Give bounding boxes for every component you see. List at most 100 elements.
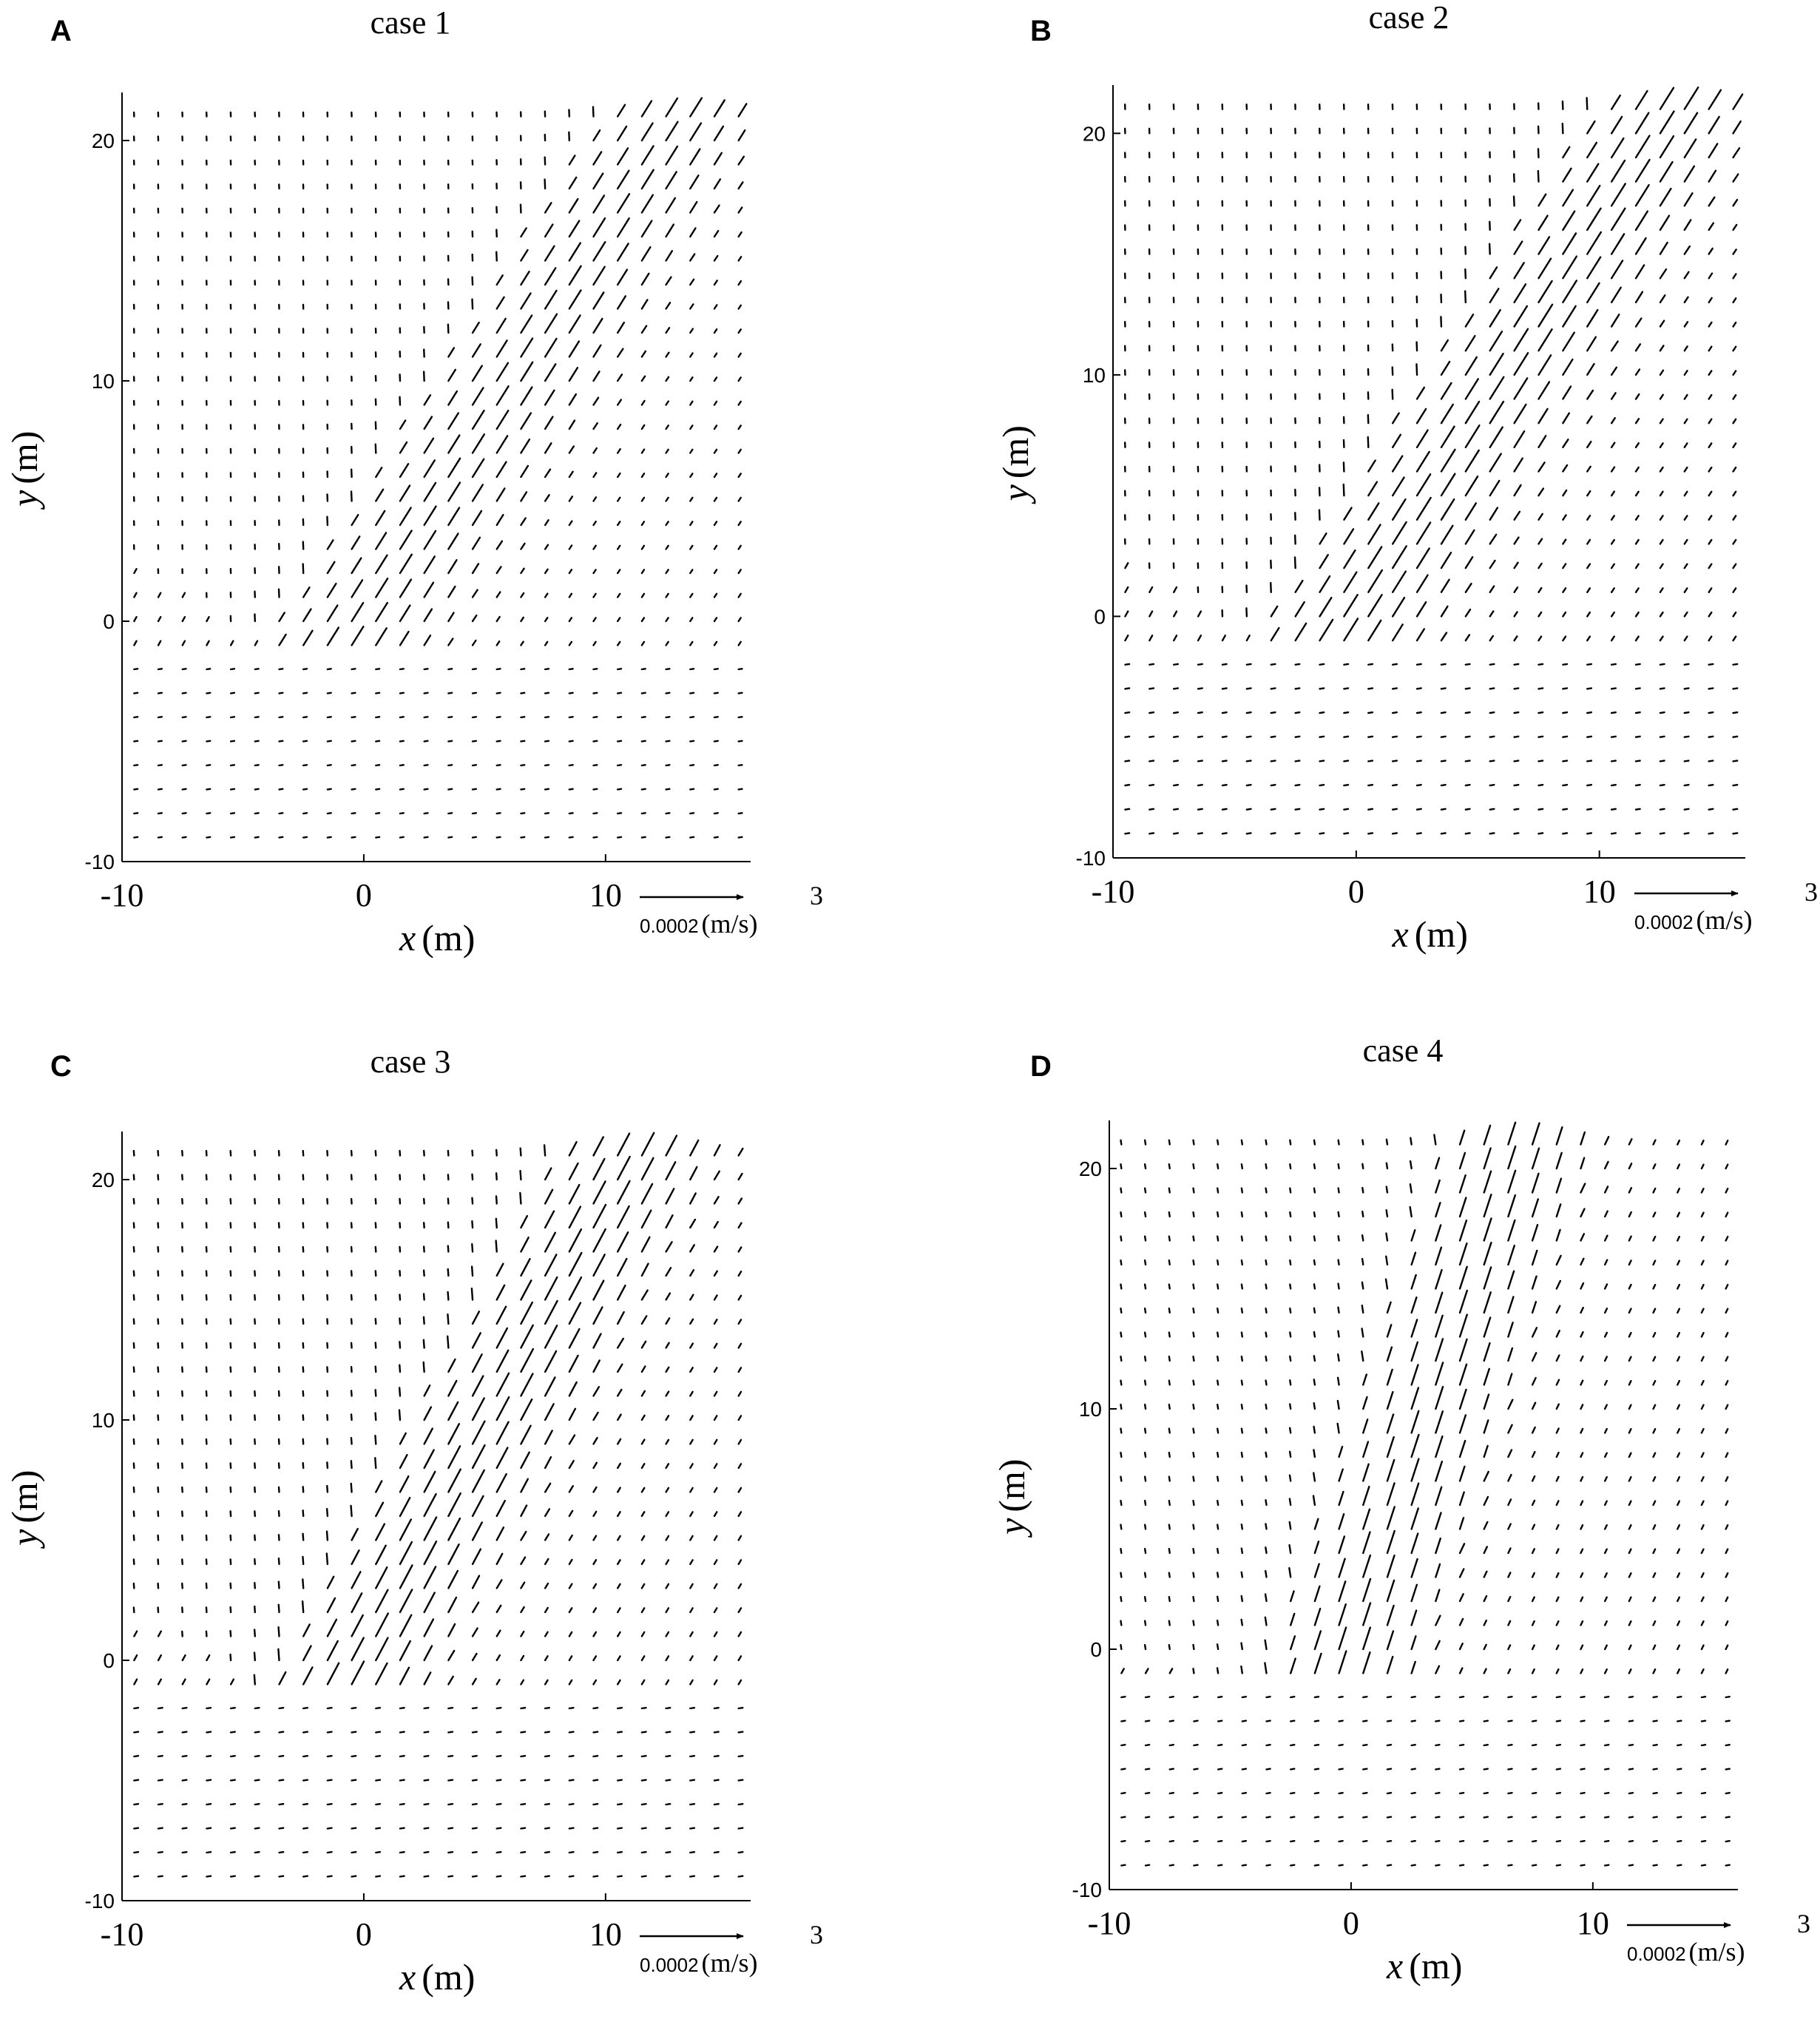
vector-arrow bbox=[1336, 1422, 1340, 1434]
vector-arrow bbox=[1603, 1620, 1608, 1626]
vector-arrow bbox=[423, 1449, 435, 1470]
vector-arrow bbox=[1294, 601, 1305, 618]
vector-arrow bbox=[375, 510, 386, 527]
vector-arrow bbox=[640, 569, 646, 575]
vector-arrow bbox=[520, 1399, 533, 1421]
vector-arrow bbox=[1313, 1652, 1322, 1674]
vector-arrow bbox=[713, 1144, 721, 1157]
vector-arrow bbox=[1193, 1816, 1199, 1819]
vector-arrow bbox=[278, 788, 284, 791]
vector-arrow bbox=[1415, 496, 1432, 521]
vector-arrow bbox=[254, 1779, 260, 1782]
vector-arrow bbox=[1562, 385, 1572, 400]
vector-arrow bbox=[471, 433, 486, 454]
vector-arrow bbox=[737, 181, 744, 190]
vector-arrow bbox=[351, 557, 362, 575]
vector-arrow bbox=[1531, 1620, 1535, 1626]
vector-arrow bbox=[326, 1597, 336, 1614]
vector-arrow bbox=[665, 1241, 673, 1253]
vector-arrow bbox=[1464, 634, 1471, 642]
vector-arrow bbox=[713, 254, 719, 262]
vector-arrow bbox=[157, 836, 163, 839]
vector-arrow bbox=[398, 1387, 402, 1397]
vector-arrow bbox=[1683, 808, 1690, 811]
vector-arrow bbox=[1677, 1840, 1682, 1843]
y-tick-label: -10 bbox=[85, 1890, 115, 1913]
vector-arrow bbox=[737, 1655, 742, 1662]
vector-arrow bbox=[1513, 635, 1518, 642]
vector-arrow bbox=[1555, 1177, 1563, 1194]
vector-arrow bbox=[1143, 1331, 1147, 1338]
vector-arrow bbox=[737, 103, 748, 118]
vector-arrow bbox=[1264, 1593, 1268, 1603]
vector-arrow bbox=[1410, 1635, 1417, 1651]
vector-arrow bbox=[544, 1299, 558, 1325]
vector-arrow bbox=[1168, 1864, 1175, 1867]
vector-arrow bbox=[1216, 1619, 1219, 1626]
vector-arrow bbox=[1708, 272, 1714, 280]
vector-arrow bbox=[1410, 1660, 1416, 1674]
vector-arrow bbox=[278, 1827, 285, 1830]
vector-arrow bbox=[737, 256, 742, 262]
vector-arrow bbox=[640, 1463, 646, 1470]
vector-arrow bbox=[616, 1257, 628, 1277]
vector-arrow bbox=[1168, 1840, 1175, 1843]
y-tick-label: 10 bbox=[1083, 364, 1106, 387]
vector-arrow bbox=[133, 1850, 140, 1854]
vector-arrow bbox=[592, 106, 595, 118]
vector-arrow bbox=[1537, 808, 1544, 811]
vector-arrow bbox=[495, 1779, 502, 1782]
vector-arrow bbox=[1415, 473, 1432, 497]
vector-arrow bbox=[568, 220, 581, 238]
vector-arrow bbox=[1659, 760, 1665, 762]
vector-arrow bbox=[520, 640, 524, 646]
panel-letter: D bbox=[1030, 1050, 1052, 1083]
vector-arrow bbox=[737, 812, 743, 815]
vector-arrow bbox=[568, 1162, 579, 1181]
vector-arrow bbox=[713, 352, 718, 358]
vector-arrow bbox=[1294, 711, 1301, 714]
vector-arrow bbox=[592, 1679, 598, 1685]
vector-arrow bbox=[1386, 1864, 1393, 1867]
vector-arrow bbox=[592, 344, 602, 358]
vector-arrow bbox=[1513, 240, 1523, 255]
vector-arrow bbox=[544, 468, 552, 478]
vector-arrow bbox=[1659, 294, 1666, 304]
vector-arrow bbox=[1464, 334, 1476, 352]
vector-arrow bbox=[423, 481, 437, 502]
vector-arrow bbox=[713, 1875, 720, 1878]
vector-arrow bbox=[592, 812, 598, 815]
vector-arrow bbox=[616, 243, 629, 262]
vector-arrow bbox=[1507, 1347, 1514, 1362]
vector-arrow bbox=[1124, 808, 1131, 811]
vector-arrow bbox=[1677, 1284, 1680, 1290]
vector-arrow bbox=[1367, 711, 1374, 714]
vector-arrow bbox=[568, 1558, 573, 1566]
vector-arrow bbox=[254, 691, 260, 694]
vector-arrow bbox=[181, 1802, 188, 1806]
vector-arrow bbox=[447, 1569, 459, 1589]
vector-arrow bbox=[350, 1390, 353, 1397]
vector-arrow bbox=[1610, 94, 1621, 110]
vector-arrow bbox=[399, 1779, 405, 1782]
vector-arrow bbox=[640, 299, 649, 310]
vector-arrow bbox=[544, 494, 550, 502]
vector-arrow bbox=[206, 1678, 211, 1685]
vector-arrow bbox=[326, 1802, 333, 1806]
vector-arrow bbox=[737, 1559, 742, 1566]
vector-arrow bbox=[399, 1802, 405, 1806]
vector-arrow bbox=[229, 788, 236, 791]
vector-arrow bbox=[1221, 808, 1228, 811]
vector-arrow bbox=[1362, 1554, 1372, 1578]
vector-arrow bbox=[1464, 583, 1472, 593]
vector-arrow bbox=[1415, 663, 1422, 666]
vector-arrow bbox=[1173, 808, 1180, 811]
vector-arrow bbox=[544, 1376, 556, 1397]
vector-arrow bbox=[254, 836, 260, 839]
vector-arrow bbox=[568, 640, 573, 646]
vector-arrow bbox=[229, 1850, 236, 1854]
vector-arrow bbox=[616, 448, 621, 454]
vector-arrow bbox=[689, 1463, 694, 1470]
vector-arrow bbox=[1652, 1596, 1657, 1603]
